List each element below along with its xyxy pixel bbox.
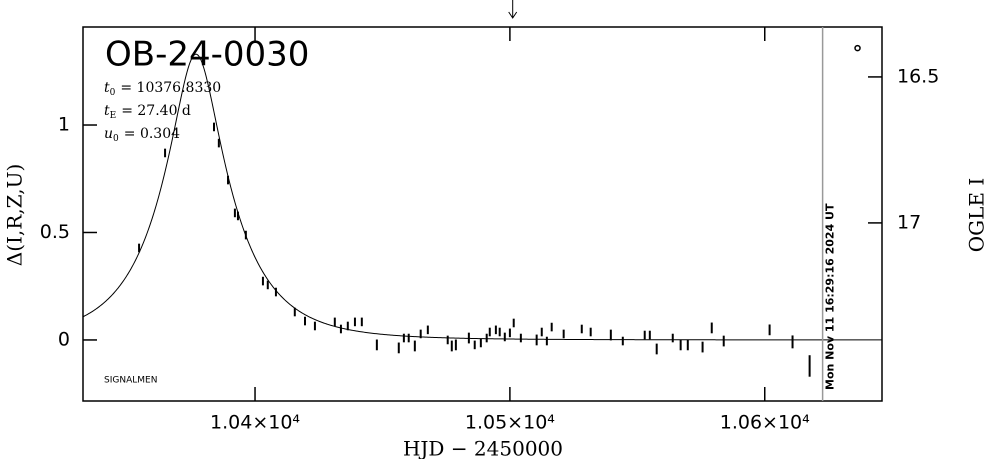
- y2-tick-label: 16.5: [897, 65, 939, 87]
- model-parameter: tE = 27.40 d: [104, 103, 191, 121]
- y-tick-label: 0: [58, 328, 70, 350]
- parameter-symbol: t: [104, 80, 110, 96]
- model-parameter: u0 = 0.304: [104, 126, 180, 144]
- parameter-value: = 27.40 d: [121, 103, 191, 119]
- arrow: [508, 0, 518, 19]
- y-tick-label: 0.5: [40, 221, 70, 243]
- y-axis-label: Δ(I,R,Z,U): [3, 164, 27, 266]
- x-tick-label: 1.06×10⁴: [720, 412, 810, 434]
- y2-axis-label: OGLE I: [965, 178, 986, 253]
- parameter-subscript: E: [110, 111, 117, 121]
- x-axis-label: HJD − 2450000: [403, 437, 563, 459]
- x-tick-label: 1.05×10⁴: [465, 412, 555, 434]
- signature: SIGNALMEN: [104, 376, 157, 386]
- model-curve: [82, 53, 882, 341]
- y2-tick-label: 17: [897, 211, 921, 233]
- timestamp: Mon Nov 11 16:29:16 2024 UT: [824, 203, 837, 390]
- plot-frame: [82, 26, 883, 402]
- parameter-subscript: 0: [113, 134, 119, 144]
- chart-title: OB-24-0030: [105, 35, 309, 75]
- marker: [854, 44, 861, 52]
- model-parameter: t0 = 10376.8330: [104, 80, 221, 98]
- parameter-value: = 10376.8330: [120, 80, 221, 96]
- x-tick-label: 1.04×10⁴: [210, 412, 300, 434]
- parameter-symbol: t: [104, 103, 110, 119]
- parameter-value: = 0.304: [124, 126, 180, 142]
- parameter-symbol: u: [104, 126, 113, 142]
- y-tick-label: 1: [58, 114, 70, 136]
- parameter-subscript: 0: [110, 88, 116, 98]
